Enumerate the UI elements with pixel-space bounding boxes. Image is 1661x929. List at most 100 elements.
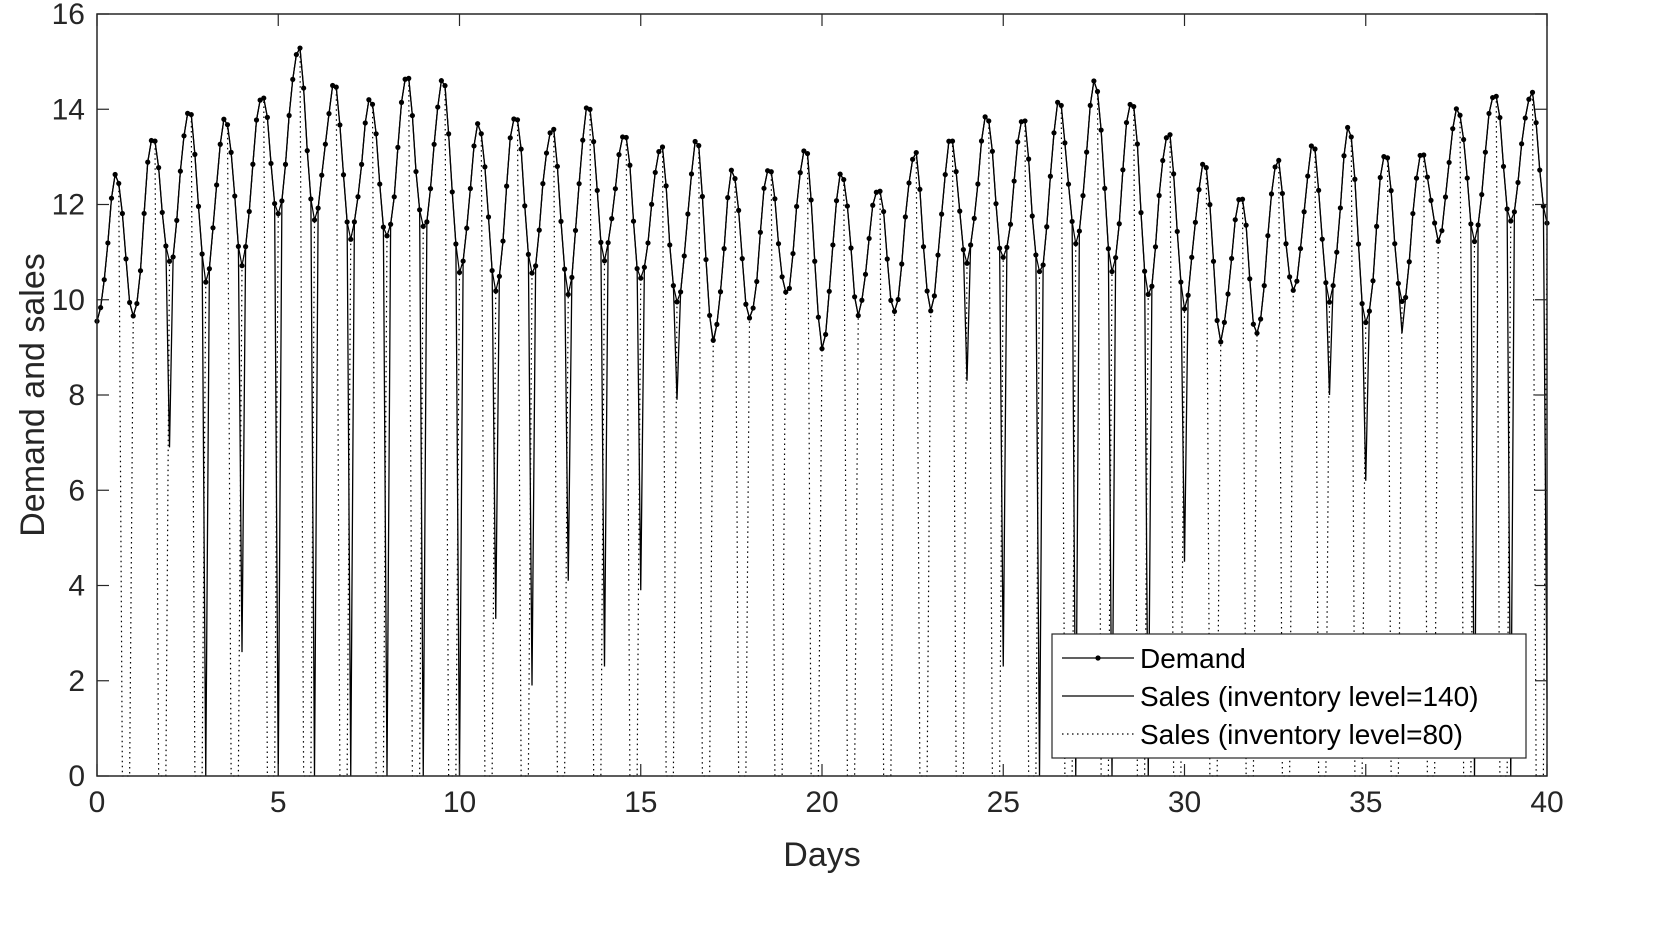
demand-point (518, 146, 524, 152)
demand-point (881, 208, 887, 215)
demand-point (612, 186, 618, 192)
demand-point (638, 275, 644, 281)
demand-point (304, 148, 310, 154)
legend-label-demand: Demand (1140, 643, 1246, 674)
demand-point (572, 227, 579, 234)
demand-point (272, 200, 278, 207)
demand-point (98, 305, 104, 311)
demand-point (1453, 106, 1459, 112)
demand-point (1529, 89, 1536, 95)
y-tick-label: 16 (52, 0, 85, 31)
y-tick-label: 4 (68, 570, 85, 603)
demand-point (536, 227, 542, 233)
demand-point (1142, 268, 1148, 274)
legend-dot-demand (1095, 655, 1101, 661)
demand-point (703, 256, 709, 263)
demand-point (565, 291, 571, 298)
demand-point (906, 180, 912, 186)
demand-point (1084, 149, 1090, 155)
demand-point (728, 167, 734, 173)
demand-point (1330, 282, 1336, 289)
y-tick-label: 10 (52, 284, 85, 317)
x-tick-label: 30 (1168, 786, 1201, 819)
demand-point (1482, 149, 1488, 155)
demand-point (203, 279, 209, 285)
demand-point (1044, 224, 1050, 230)
x-tick-label: 0 (89, 786, 106, 819)
demand-point (475, 121, 481, 127)
demand-point (398, 99, 405, 105)
demand-point (152, 138, 158, 144)
demand-point (895, 296, 901, 303)
y-tick-label: 8 (68, 379, 85, 412)
demand-point (362, 120, 368, 126)
demand-point (736, 207, 742, 213)
demand-point (1287, 274, 1293, 280)
demand-point (794, 203, 800, 210)
demand-point (1254, 330, 1260, 336)
demand-point (413, 168, 419, 175)
demand-point (1301, 209, 1307, 215)
demand-point (1094, 88, 1101, 95)
demand-point (1225, 291, 1231, 297)
demand-point (1359, 301, 1365, 307)
demand-point (1374, 223, 1380, 229)
demand-point (1500, 163, 1507, 170)
demand-point (768, 169, 774, 175)
demand-point (446, 131, 452, 137)
demand-point (1113, 255, 1119, 261)
demand-point (913, 149, 919, 156)
demand-point (1210, 258, 1217, 264)
x-tick-label: 15 (624, 786, 657, 819)
demand-point (627, 162, 633, 168)
demand-point (1145, 291, 1151, 297)
demand-point (1214, 317, 1220, 324)
demand-point (456, 269, 463, 276)
demand-point (431, 141, 437, 147)
demand-point (710, 337, 716, 343)
demand-point (1475, 222, 1481, 228)
demand-point (902, 214, 908, 220)
demand-point (812, 258, 818, 264)
demand-point (739, 256, 745, 262)
demand-point (388, 221, 394, 227)
demand-point (1026, 156, 1032, 162)
demand-point (373, 131, 379, 137)
demand-point (547, 130, 553, 136)
demand-point (141, 210, 147, 217)
demand-point (1446, 159, 1452, 166)
demand-point (1424, 174, 1430, 180)
demand-point (852, 294, 858, 300)
demand-point (884, 256, 890, 262)
demand-point (348, 236, 354, 242)
demand-point (848, 245, 854, 251)
x-axis: 0 5 10 15 20 25 30 35 40 (89, 14, 1564, 819)
demand-point (1087, 102, 1093, 109)
demand-point (1073, 241, 1079, 247)
demand-point (1163, 135, 1169, 141)
demand-point (558, 218, 564, 224)
x-axis-label: Days (783, 836, 860, 874)
demand-point (1232, 217, 1238, 223)
demand-point (261, 95, 267, 101)
demand-point (467, 185, 473, 192)
demand-point (206, 266, 212, 272)
demand-point (928, 308, 934, 314)
demand-point (188, 111, 194, 118)
demand-point (772, 196, 778, 202)
demand-point (1348, 134, 1354, 140)
y-tick-label: 14 (52, 93, 85, 126)
y-tick-label: 0 (68, 760, 85, 793)
demand-point (1511, 209, 1517, 215)
demand-point (841, 176, 847, 183)
demand-point (1377, 174, 1383, 181)
demand-point (667, 242, 673, 248)
demand-point (112, 171, 118, 178)
demand-point (275, 211, 281, 217)
demand-point (1000, 254, 1006, 260)
demand-point (685, 211, 691, 217)
demand-point (1457, 112, 1463, 118)
demand-point (409, 112, 415, 119)
demand-point (1200, 161, 1206, 167)
demand-point (823, 331, 829, 338)
